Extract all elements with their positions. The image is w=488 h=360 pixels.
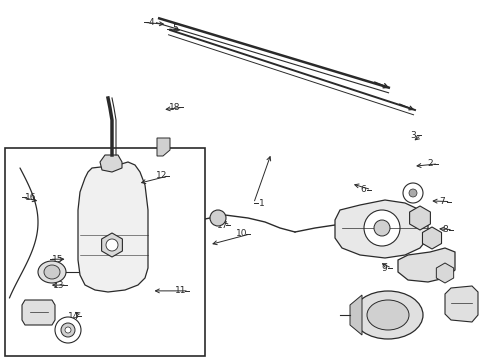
Text: 9: 9 (380, 264, 386, 273)
Text: 4: 4 (148, 18, 154, 27)
Circle shape (408, 189, 416, 197)
Text: 5: 5 (172, 24, 178, 33)
Text: 13: 13 (53, 281, 64, 289)
Polygon shape (349, 295, 361, 335)
Polygon shape (22, 300, 55, 325)
Ellipse shape (366, 300, 408, 330)
Text: 11: 11 (175, 287, 186, 295)
Text: 1: 1 (258, 199, 264, 208)
Polygon shape (444, 286, 477, 322)
Text: 8: 8 (441, 225, 447, 234)
Text: 6: 6 (360, 185, 366, 194)
Ellipse shape (352, 291, 422, 339)
Circle shape (209, 210, 225, 226)
Text: 3: 3 (409, 130, 415, 139)
Circle shape (106, 239, 118, 251)
Circle shape (61, 323, 75, 337)
Circle shape (373, 220, 389, 236)
Polygon shape (409, 206, 429, 230)
Polygon shape (157, 138, 170, 156)
Polygon shape (102, 233, 122, 257)
Text: 14: 14 (67, 311, 79, 320)
Text: 10: 10 (236, 230, 247, 238)
Ellipse shape (38, 261, 66, 283)
Circle shape (402, 183, 422, 203)
Polygon shape (435, 263, 453, 283)
Polygon shape (397, 248, 454, 282)
Text: 16: 16 (24, 193, 36, 202)
Text: 7: 7 (439, 197, 445, 206)
Ellipse shape (44, 265, 60, 279)
Polygon shape (100, 155, 122, 172)
Text: 12: 12 (155, 171, 167, 180)
Text: 18: 18 (169, 103, 181, 112)
Text: 17: 17 (216, 220, 228, 230)
Bar (5, 148, 204, 356)
Circle shape (55, 317, 81, 343)
Text: 15: 15 (52, 255, 63, 264)
Text: 2: 2 (427, 159, 432, 168)
Circle shape (65, 327, 71, 333)
Circle shape (363, 210, 399, 246)
Polygon shape (334, 200, 427, 258)
Polygon shape (78, 162, 148, 292)
Polygon shape (422, 227, 441, 249)
